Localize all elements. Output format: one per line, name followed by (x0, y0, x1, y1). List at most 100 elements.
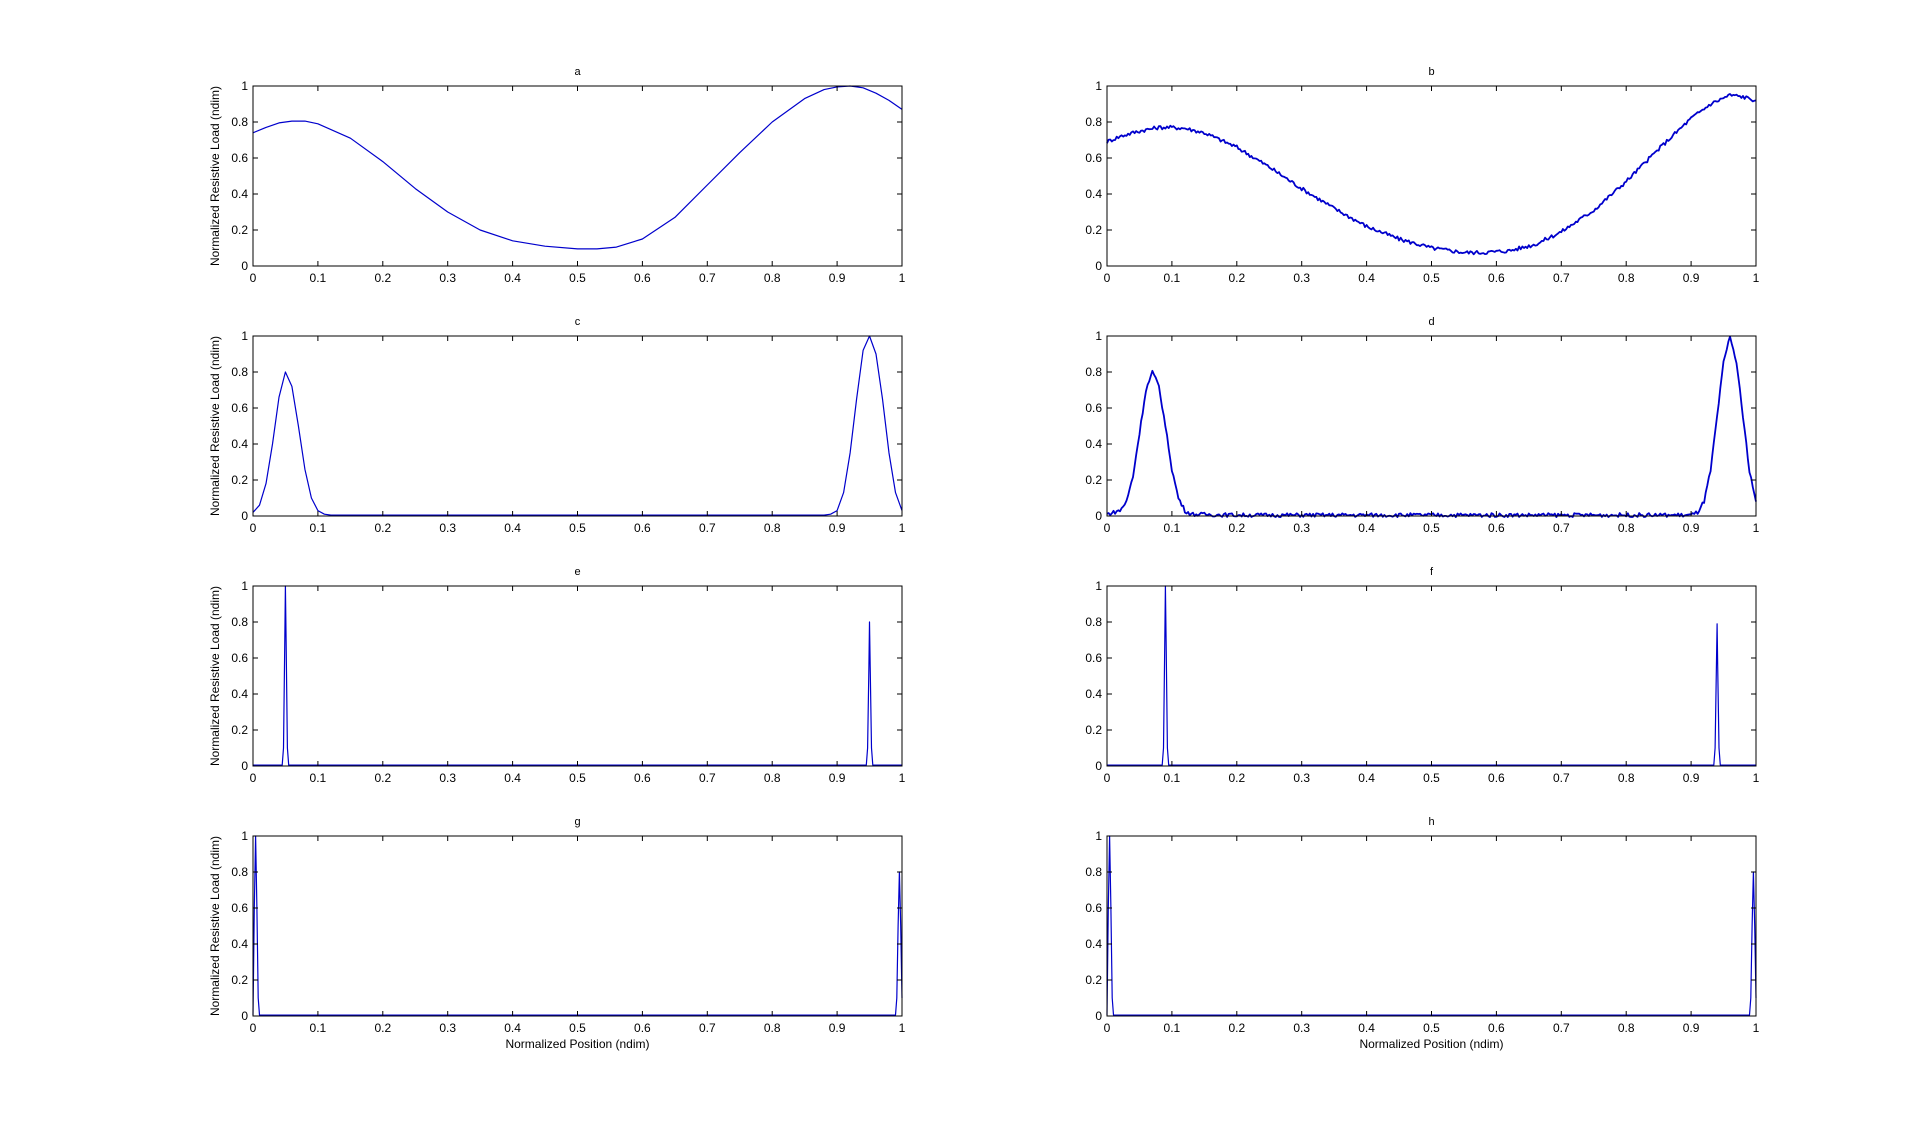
x-tick-label-b: 1 (1753, 271, 1760, 285)
x-tick-label-e: 0.5 (569, 771, 586, 785)
x-tick-label-d: 0.7 (1553, 521, 1570, 535)
y-tick-label-a: 0.4 (231, 187, 248, 201)
y-tick-label-d: 0.8 (1085, 365, 1102, 379)
y-tick-label-a: 0.2 (231, 223, 248, 237)
x-tick-label-a: 1 (899, 271, 906, 285)
x-tick-label-h: 0.4 (1358, 1021, 1375, 1035)
x-tick-label-b: 0.2 (1228, 271, 1245, 285)
x-tick-label-c: 0.7 (699, 521, 716, 535)
x-tick-label-a: 0.6 (634, 271, 651, 285)
series-line-e (253, 585, 902, 766)
subplot-d: 0 0.1 0.2 0.3 0.4 0.5 0.6 0.7 0.8 0.9 1 0 0.2 0.4 0.6 0… (1085, 316, 1759, 535)
y-tick-label-c: 0 (241, 509, 248, 523)
axes-box-b (1106, 85, 1757, 267)
axes-box-e (252, 585, 903, 767)
x-tick-label-f: 0.3 (1293, 771, 1310, 785)
x-tick-label-e: 0.2 (374, 771, 391, 785)
y-tick-label-g: 0 (241, 1009, 248, 1023)
y-tick-label-g: 1 (241, 829, 248, 843)
x-tick-label-c: 0.9 (829, 521, 846, 535)
x-tick-label-e: 1 (899, 771, 906, 785)
x-tick-label-f: 0 (1104, 771, 1111, 785)
axes-box-g (252, 835, 903, 1017)
x-tick-label-h: 0 (1104, 1021, 1111, 1035)
y-tick-label-f: 0 (1095, 759, 1102, 773)
axes-box-c (252, 335, 903, 517)
x-tick-label-c: 0.1 (310, 521, 327, 535)
x-tick-label-h: 0.6 (1488, 1021, 1505, 1035)
series-line-c (252, 335, 903, 516)
subplot-title-b: b (1428, 66, 1434, 78)
y-tick-label-a: 0.8 (231, 115, 248, 129)
series-line-b (1106, 93, 1757, 256)
x-tick-label-c: 0.5 (569, 521, 586, 535)
subplot-title-d: d (1428, 316, 1434, 328)
subplot-c: 0 0.1 0.2 0.3 0.4 0.5 0.6 0.7 0.8 0.9 1 0 0.2 0.4 0.6 0… (208, 316, 906, 535)
x-tick-label-f: 0.9 (1683, 771, 1700, 785)
y-tick-label-b: 0.4 (1085, 187, 1102, 201)
axes-box-d (1106, 335, 1757, 517)
x-tick-label-g: 0.4 (504, 1021, 521, 1035)
x-tick-label-f: 0.1 (1164, 771, 1181, 785)
x-tick-label-d: 0.4 (1358, 521, 1375, 535)
y-tick-label-f: 0.4 (1085, 687, 1102, 701)
x-tick-label-e: 0.8 (764, 771, 781, 785)
y-tick-label-a: 0.6 (231, 151, 248, 165)
y-tick-label-b: 0 (1095, 259, 1102, 273)
subplot-title-f: f (1430, 566, 1434, 578)
x-tick-label-e: 0.1 (310, 771, 327, 785)
y-tick-label-c: 0.8 (231, 365, 248, 379)
y-tick-label-b: 0.8 (1085, 115, 1102, 129)
x-tick-label-b: 0.7 (1553, 271, 1570, 285)
x-tick-label-b: 0.8 (1618, 271, 1635, 285)
y-tick-label-h: 0 (1095, 1009, 1102, 1023)
y-tick-label-d: 0.2 (1085, 473, 1102, 487)
x-tick-label-g: 0.9 (829, 1021, 846, 1035)
x-tick-label-b: 0.3 (1293, 271, 1310, 285)
y-tick-label-e: 0.6 (231, 651, 248, 665)
x-tick-label-c: 0.3 (439, 521, 456, 535)
axes-box-f (1106, 585, 1757, 767)
x-tick-label-g: 0.8 (764, 1021, 781, 1035)
x-tick-label-a: 0.4 (504, 271, 521, 285)
x-tick-label-a: 0.5 (569, 271, 586, 285)
x-tick-label-f: 1 (1753, 771, 1760, 785)
y-tick-label-g: 0.4 (231, 937, 248, 951)
x-tick-label-d: 0.8 (1618, 521, 1635, 535)
y-tick-label-f: 1 (1095, 579, 1102, 593)
x-tick-label-d: 0 (1104, 521, 1111, 535)
x-tick-label-f: 0.4 (1358, 771, 1375, 785)
x-axis-label-g: Normalized Position (ndim) (505, 1037, 649, 1051)
y-tick-label-f: 0.8 (1085, 615, 1102, 629)
axes-box-a (252, 85, 903, 267)
x-tick-label-c: 0.8 (764, 521, 781, 535)
series-line-f (1107, 585, 1756, 766)
y-tick-label-f: 0.2 (1085, 723, 1102, 737)
x-tick-label-f: 0.6 (1488, 771, 1505, 785)
x-tick-label-g: 0.1 (310, 1021, 327, 1035)
x-tick-label-e: 0.4 (504, 771, 521, 785)
y-tick-label-h: 0.8 (1085, 865, 1102, 879)
y-tick-label-b: 0.6 (1085, 151, 1102, 165)
x-tick-label-e: 0.6 (634, 771, 651, 785)
x-tick-label-g: 0 (250, 1021, 257, 1035)
x-tick-label-c: 0.2 (374, 521, 391, 535)
subplot-title-a: a (574, 66, 581, 78)
subplot-f: 0 0.1 0.2 0.3 0.4 0.5 0.6 0.7 0.8 0.9 1 0 0.2 0.4 0.6 0… (1085, 566, 1759, 785)
y-tick-label-d: 1 (1095, 329, 1102, 343)
y-tick-label-d: 0.4 (1085, 437, 1102, 451)
x-tick-label-a: 0.8 (764, 271, 781, 285)
y-axis-label-e: Normalized Resistive Load (ndim) (208, 586, 222, 766)
x-tick-label-g: 0.3 (439, 1021, 456, 1035)
x-tick-label-f: 0.2 (1228, 771, 1245, 785)
y-tick-label-e: 1 (241, 579, 248, 593)
x-tick-label-c: 1 (899, 521, 906, 535)
y-tick-label-h: 0.2 (1085, 973, 1102, 987)
x-tick-label-a: 0.7 (699, 271, 716, 285)
x-tick-label-h: 0.7 (1553, 1021, 1570, 1035)
subplot-title-c: c (575, 316, 581, 328)
x-tick-label-g: 0.2 (374, 1021, 391, 1035)
x-tick-label-e: 0.7 (699, 771, 716, 785)
x-tick-label-d: 0.6 (1488, 521, 1505, 535)
x-tick-label-e: 0 (250, 771, 257, 785)
